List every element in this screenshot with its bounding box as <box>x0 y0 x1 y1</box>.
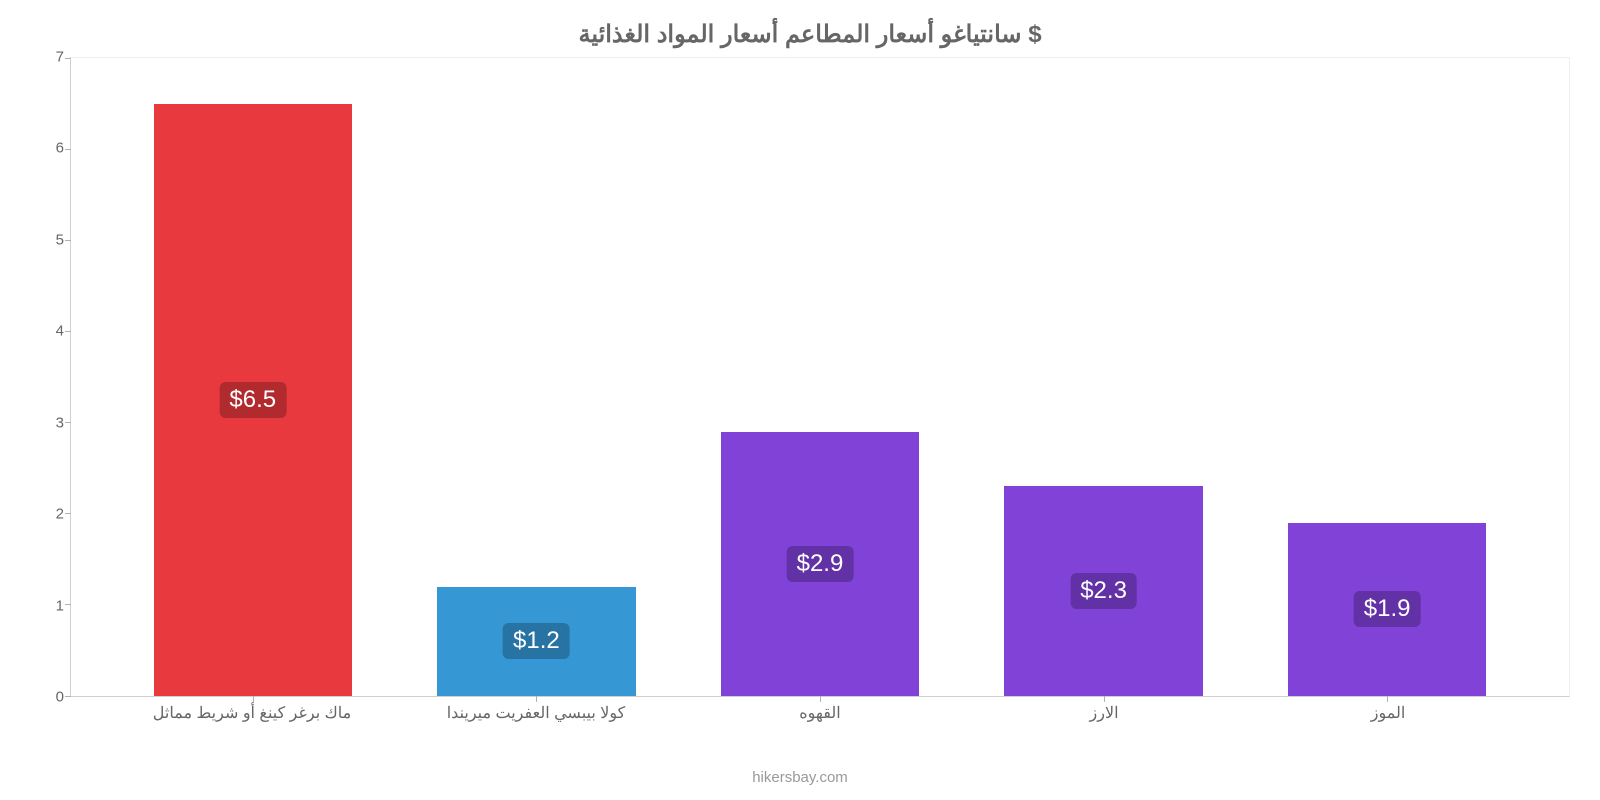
y-tick-label: 7 <box>56 49 64 66</box>
bar: $2.9 <box>721 432 920 696</box>
bar-slot: $6.5 <box>111 58 395 696</box>
y-tick-mark <box>65 696 71 697</box>
x-tick-mark <box>1104 696 1105 702</box>
bar-slot: $2.3 <box>962 58 1246 696</box>
value-badge: $2.9 <box>787 546 854 582</box>
bar-slot: $1.9 <box>1245 58 1529 696</box>
bar-slot: $2.9 <box>678 58 962 696</box>
value-badge: $1.2 <box>503 623 570 659</box>
y-tick-label: 5 <box>56 231 64 248</box>
y-tick-label: 2 <box>56 506 64 523</box>
y-tick-label: 3 <box>56 414 64 431</box>
x-tick-mark <box>1387 696 1388 702</box>
y-tick-mark <box>65 604 71 605</box>
bar: $1.2 <box>437 587 636 696</box>
y-tick-label: 6 <box>56 140 64 157</box>
bars-group: $6.5 $1.2 $2.9 $2.3 $1.9 <box>71 58 1569 696</box>
y-tick-label: 0 <box>56 689 64 706</box>
y-tick-mark <box>65 149 71 150</box>
x-tick-overlay <box>111 696 1529 702</box>
plot-area: $6.5 $1.2 $2.9 $2.3 $1.9 <box>70 57 1570 697</box>
bar: $2.3 <box>1004 486 1203 696</box>
y-tick-label: 4 <box>56 323 64 340</box>
x-tick-mark <box>253 696 254 702</box>
y-tick-mark <box>65 240 71 241</box>
y-tick-mark <box>65 58 71 59</box>
attribution-text: hikersbay.com <box>0 769 1600 786</box>
chart-title: سانتياغو أسعار المطاعم أسعار المواد الغذ… <box>50 20 1570 49</box>
bar: $1.9 <box>1288 523 1487 696</box>
bar-slot: $1.2 <box>395 58 679 696</box>
y-axis: 01234567 <box>50 57 70 697</box>
x-tick-mark <box>820 696 821 702</box>
bar: $6.5 <box>154 104 353 696</box>
y-tick-mark <box>65 422 71 423</box>
value-badge: $2.3 <box>1070 573 1137 609</box>
x-tick-mark <box>536 696 537 702</box>
chart-container: سانتياغو أسعار المطاعم أسعار المواد الغذ… <box>0 0 1600 800</box>
value-badge: $6.5 <box>219 382 286 418</box>
y-tick-label: 1 <box>56 597 64 614</box>
value-badge: $1.9 <box>1354 591 1421 627</box>
y-tick-mark <box>65 513 71 514</box>
plot-row: 01234567 $6.5$1.2$2.9$2.3$1.9 <box>50 57 1570 697</box>
y-tick-mark <box>65 331 71 332</box>
